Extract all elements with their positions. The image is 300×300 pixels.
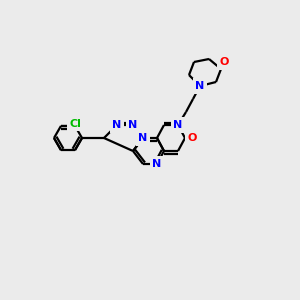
Text: N: N (152, 159, 162, 169)
Text: N: N (195, 81, 205, 91)
Text: N: N (138, 133, 148, 143)
Text: O: O (219, 57, 229, 67)
Text: Cl: Cl (69, 119, 81, 129)
Text: O: O (187, 133, 197, 143)
Text: N: N (173, 120, 183, 130)
Text: N: N (128, 120, 138, 130)
Text: N: N (112, 120, 122, 130)
